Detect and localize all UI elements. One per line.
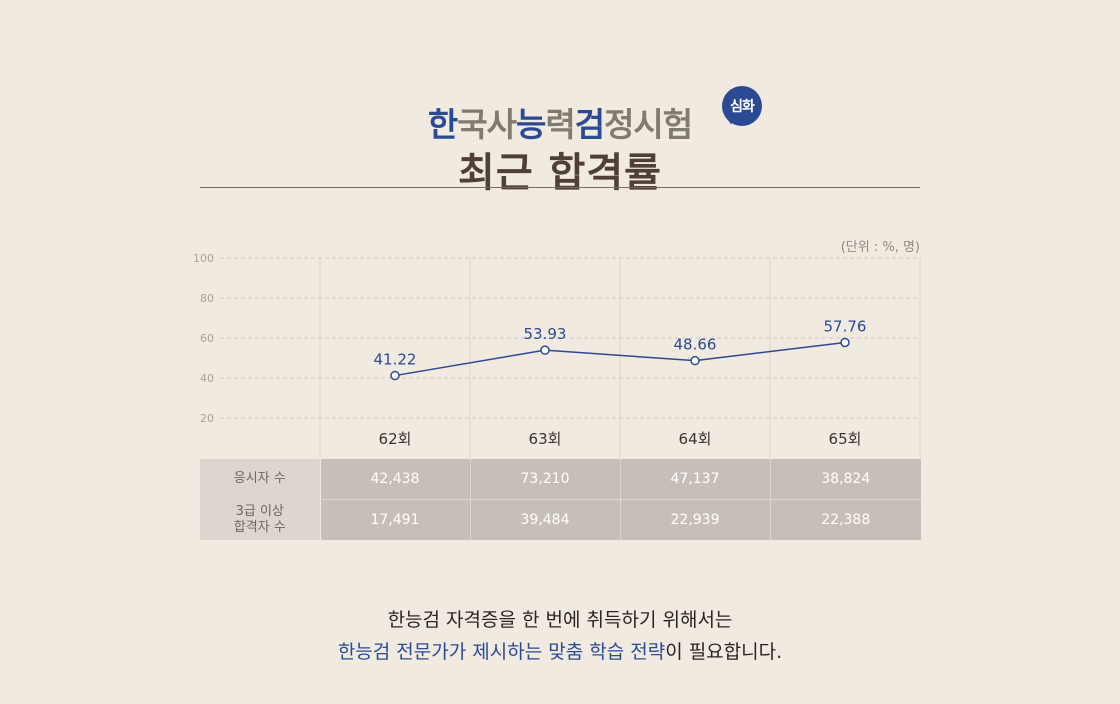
data-label: 57.76 xyxy=(824,317,867,335)
pass-rate-line-chart: 100 80 60 40 20 41.22 53.93 48.66 57.76 62회 63회 64회… xyxy=(193,252,921,458)
title-part: 력 xyxy=(545,105,575,144)
table-cell: 39,484 xyxy=(470,499,621,540)
y-tick-label: 60 xyxy=(200,332,214,345)
y-tick-label: 80 xyxy=(200,292,214,305)
unit-label: (단위 : %, 명) xyxy=(840,240,920,255)
footer-highlight: 한능검 전문가가 제시하는 맞춤 학습 전략 xyxy=(337,641,666,663)
y-tick-label: 40 xyxy=(200,372,214,385)
row-header-line: 응시자 수 xyxy=(233,471,286,486)
y-tick-label: 20 xyxy=(200,412,214,425)
table-row: 3급 이상 합격자 수 17,491 39,484 22,939 22,388 xyxy=(200,499,921,540)
data-point xyxy=(540,345,550,355)
table-cell: 38,824 xyxy=(770,459,921,500)
table-cell: 17,491 xyxy=(320,499,471,540)
x-tick-label: 65회 xyxy=(829,430,862,448)
footer-line-2: 한능검 전문가가 제시하는 맞춤 학습 전략이 필요합니다. xyxy=(0,636,1120,666)
title-part: 정시험 xyxy=(604,105,693,144)
title-block: 한국사능력검정시험 심화 최근 합격률 xyxy=(200,86,920,196)
data-label: 48.66 xyxy=(674,336,717,354)
data-point xyxy=(390,370,400,381)
row-header-line: 합격자 수 xyxy=(233,520,286,535)
data-point xyxy=(690,355,700,366)
footer-line-2-rest: 이 필요합니다. xyxy=(665,641,783,663)
row-header-line: 3급 이상 xyxy=(235,504,284,519)
x-tick-label: 63회 xyxy=(529,430,562,448)
title-part: 국사 xyxy=(457,105,517,144)
exam-title: 한국사능력검정시험 xyxy=(200,98,920,146)
x-tick-label: 64회 xyxy=(679,430,712,448)
row-header: 3급 이상 합격자 수 xyxy=(200,499,321,540)
y-tick-label: 100 xyxy=(193,252,214,265)
table-cell: 22,388 xyxy=(770,499,921,540)
title-part: 한 xyxy=(427,105,458,144)
data-point xyxy=(840,337,850,348)
data-label: 53.93 xyxy=(524,325,567,343)
row-header: 응시자 수 xyxy=(200,459,321,500)
table-row: 응시자 수 42,438 73,210 47,137 38,824 xyxy=(200,459,921,500)
table-cell: 22,939 xyxy=(620,499,771,540)
footer-line-1: 한능검 자격증을 한 번에 취득하기 위해서는 xyxy=(387,609,733,631)
title-part: 능 xyxy=(515,105,546,144)
title-divider xyxy=(200,187,920,188)
page-title: 최근 합격률 xyxy=(458,149,662,196)
table-cell: 42,438 xyxy=(320,459,471,500)
table-cell: 73,210 xyxy=(470,459,621,500)
level-badge: 심화 xyxy=(722,86,762,126)
table-cell: 47,137 xyxy=(620,459,771,500)
footer-message: 한능검 자격증을 한 번에 취득하기 위해서는 한능검 전문가가 제시하는 맞춤… xyxy=(0,606,1120,666)
data-label: 41.22 xyxy=(374,351,417,369)
x-tick-label: 62회 xyxy=(379,430,412,448)
title-part: 검 xyxy=(574,105,605,144)
series-line xyxy=(394,341,846,377)
